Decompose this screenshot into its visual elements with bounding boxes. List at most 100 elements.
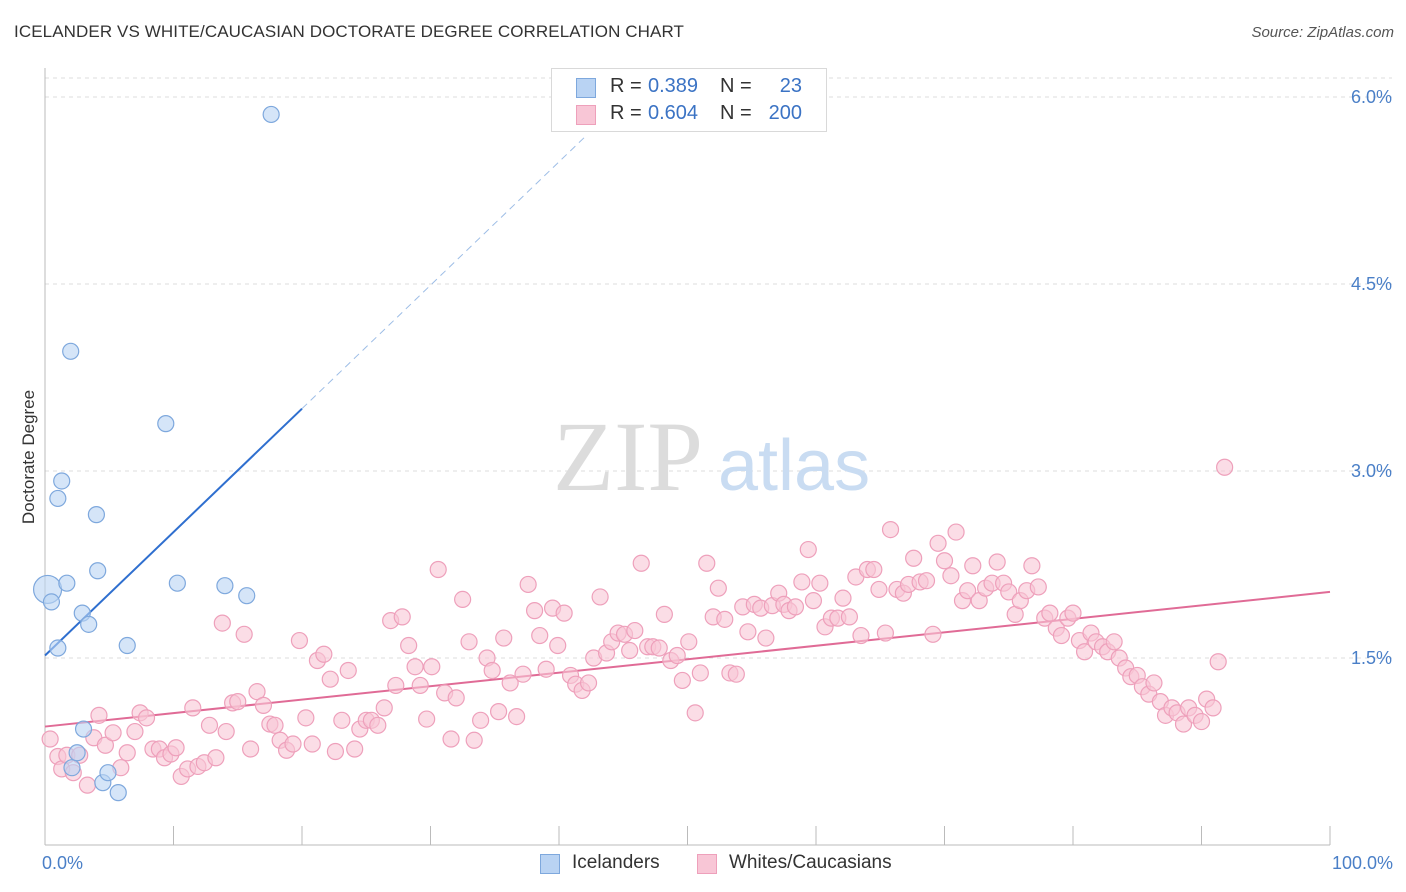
white-point [254,696,273,714]
legend-n-label: N = [720,102,752,124]
icelander-point [80,615,98,633]
watermark-atlas: atlas [718,426,870,506]
white-point [184,699,202,717]
correlation-legend: R = 0.389 N = 23 R = 0.604 N = 200 [551,68,827,132]
icelander-point [68,744,86,762]
white-point [118,744,136,762]
legend-n-value: 200 [768,102,802,124]
white-point [804,592,823,610]
white-point [137,709,156,727]
y-axis-label: Doctorate Degree [19,390,38,524]
white-point [531,626,549,645]
white-point [297,709,315,727]
white-point [418,710,436,728]
y-tick-label: 3.0% [1351,461,1392,481]
white-point [266,716,284,734]
white-point [698,554,716,572]
white-point [375,699,393,717]
white-point [514,665,532,683]
legend-r-value: 0.389 [648,75,699,97]
white-point [537,660,555,678]
white-point [495,629,513,647]
source-label: Source: ZipAtlas.com [1251,24,1394,41]
white-point [632,554,650,572]
white-point [942,567,960,585]
icelander-point [99,764,117,782]
white-point [387,676,405,695]
white-point [935,552,954,570]
pink-swatch-icon [576,105,596,125]
white-point [655,605,673,623]
white-point [525,602,544,620]
white-point [1209,653,1227,671]
white-point [650,639,668,657]
icelander-point [168,574,186,592]
white-point [591,588,609,606]
white-point [757,629,775,647]
legend-row-whites: R = 0.604 N = 200 [576,102,802,128]
icelander-point [74,720,93,738]
legend-n-label: N = [720,75,752,97]
white-point [411,676,429,695]
white-point [865,560,883,579]
icelander-point [49,489,67,508]
icelander-point [118,636,136,655]
white-point [490,703,508,721]
legend-r-label: R = [610,102,642,124]
white-point [1174,715,1193,733]
icelander-point [42,593,61,611]
white-point [1029,578,1047,596]
white-point [555,604,573,622]
chart-title: ICELANDER VS WHITE/CAUCASIAN DOCTORATE D… [14,22,685,41]
white-point [235,625,253,643]
white-point [346,740,364,758]
white-point [709,579,727,597]
white-point [242,740,260,758]
watermark-zip: ZIP [553,401,703,512]
white-point [964,557,982,575]
pink-swatch-icon [697,854,717,874]
bottom-legend-label: Icelanders [572,852,660,873]
white-point [167,739,185,757]
white-point [454,590,472,609]
white-point [626,621,644,640]
white-point [104,724,122,742]
y-tick-label: 6.0% [1351,87,1392,107]
white-point [507,707,526,726]
white-point [400,636,418,655]
white-point [680,633,698,651]
white-point [959,582,977,600]
axis-labels: 1.5% 3.0% 4.5% 6.0% 0.0% 100.0% Doctorate Degr… [19,87,1393,873]
blue-swatch-icon [540,854,560,874]
white-point [200,716,219,734]
white-point [406,658,424,676]
white-point [460,633,478,651]
white-point [716,610,734,628]
y-tick-label: 1.5% [1351,648,1392,668]
icelander-point [238,587,256,605]
white-point [1075,643,1094,661]
white-point [315,645,333,663]
white-point [786,598,805,616]
icelander-point [62,342,80,360]
icelander-trend-extension [301,136,586,410]
white-point [691,664,709,682]
white-point [947,523,965,541]
white-point [924,625,942,643]
white-point [303,735,321,753]
white-point [326,742,345,761]
white-point [834,589,852,607]
data-points [32,105,1234,802]
y-tick-label: 4.5% [1351,274,1392,294]
white-point [213,614,231,632]
white-point [870,580,888,599]
white-point [1064,604,1082,622]
white-point [519,575,537,594]
icelander-point [157,415,175,433]
icelander-point [262,105,280,124]
legend-row-icelanders: R = 0.389 N = 23 [576,75,802,101]
icelander-point [63,759,81,777]
white-point [929,534,947,552]
icelander-point [216,577,234,595]
icelander-point [109,784,127,802]
